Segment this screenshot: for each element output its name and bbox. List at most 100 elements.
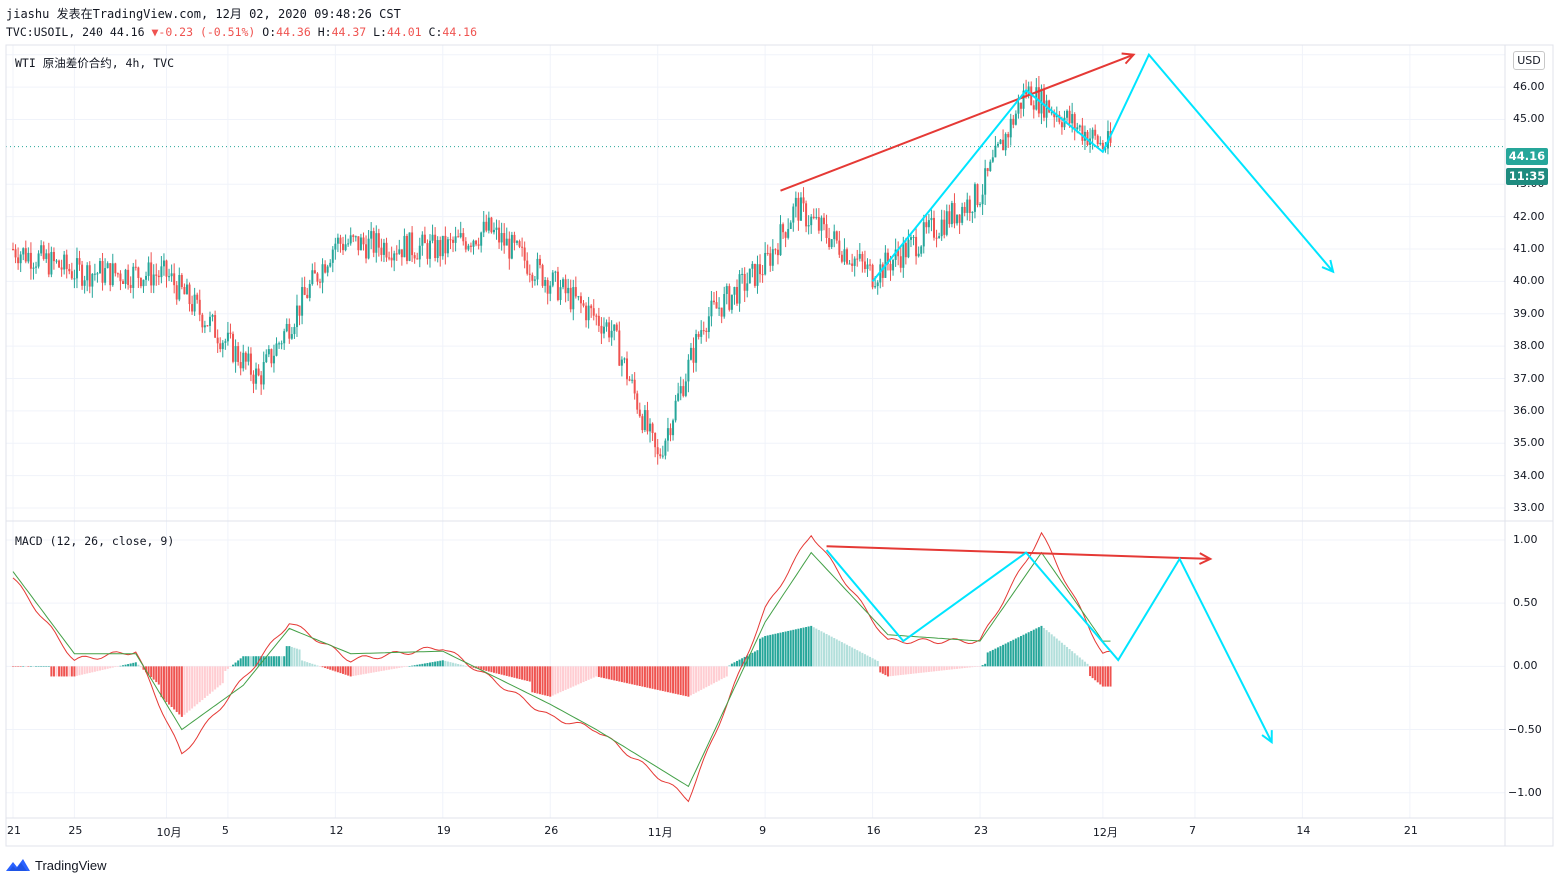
macd-hist-bar-282	[733, 662, 736, 667]
candle-body-47	[132, 266, 135, 288]
macd-hist-bar-285	[741, 658, 744, 667]
macd-hist-bar-194	[508, 666, 511, 677]
macd-hist-bar-16	[52, 666, 55, 677]
macd-hist-bar-11	[40, 666, 43, 667]
macd-hist-bar-166	[436, 661, 439, 667]
macd-hist-bar-245	[638, 666, 641, 686]
candle-body-350	[907, 239, 910, 258]
candle-body-259	[674, 400, 677, 421]
macd-hist-bar-238	[620, 666, 623, 683]
candle-body-87	[234, 346, 237, 362]
currency-button[interactable]: USD	[1513, 51, 1545, 70]
macd-hist-bar-370	[958, 666, 961, 669]
candle-body-75	[203, 325, 206, 328]
macd-hist-bar-408	[1055, 638, 1058, 667]
candle-body-423	[1094, 129, 1097, 136]
macd-hist-bar-131	[347, 666, 350, 676]
candle-body-263	[684, 381, 687, 396]
macd-hist-bar-385	[996, 647, 999, 667]
candle-body-318	[825, 224, 828, 239]
candle-body-18	[58, 260, 61, 268]
macd-hist-bar-352	[912, 666, 915, 674]
candle-body-130	[344, 244, 347, 251]
macd-hist-bar-122	[324, 666, 327, 669]
candle-body-26	[78, 258, 81, 265]
candle-body-24	[73, 278, 76, 280]
user-drawings[interactable]	[780, 52, 1335, 745]
candle-body-166	[436, 240, 439, 258]
macd-hist-bar-321	[833, 638, 836, 667]
macd-hist-bar-72	[196, 666, 199, 705]
candle-body-98	[262, 362, 265, 385]
candle-body-257	[669, 428, 672, 436]
candle-body-289	[751, 263, 754, 269]
macd-hist-bar-178	[467, 666, 470, 667]
macd-hist-bar-172	[452, 662, 455, 667]
macd-hist-bar-236	[615, 666, 618, 681]
candle-body-167	[439, 240, 442, 257]
macd-hist-bar-158	[416, 664, 419, 667]
candle-body-219	[572, 287, 575, 310]
candle-body-384	[994, 145, 997, 158]
macd-hist-bar-20	[63, 666, 66, 677]
candle-body-268	[697, 334, 700, 337]
macd-hist-bar-2	[17, 666, 20, 667]
macd-hist-bar-82	[221, 666, 224, 684]
macd-hist-bar-118	[313, 664, 316, 667]
macd-hist-bar-214	[559, 666, 562, 693]
macd-hist-bar-201	[526, 666, 529, 681]
candle-body-214	[559, 287, 562, 301]
macd-hist-bar-42	[119, 665, 122, 667]
candle-body-363	[940, 219, 943, 237]
macd-hist-bar-76	[206, 666, 209, 696]
macd-hist-bar-179	[469, 666, 472, 668]
candle-body-163	[429, 240, 432, 259]
macd-hist-bar-258	[672, 666, 675, 694]
macd-hist-bar-160	[421, 663, 424, 667]
macd-hist-bar-219	[572, 666, 575, 687]
macd-hist-bar-359	[930, 666, 933, 672]
candle-body-217	[567, 287, 570, 294]
candle-body-55	[152, 274, 155, 286]
candle-body-209	[546, 280, 549, 294]
macd-hist-bar-278	[723, 666, 726, 678]
macd-hist-bar-57	[157, 666, 160, 685]
tradingview-logo[interactable]: TradingView	[6, 856, 107, 874]
macd-hist-bar-336	[871, 658, 874, 667]
symbol[interactable]: TVC:USOIL	[6, 25, 69, 39]
candle-body-336	[871, 264, 874, 288]
macd-hist-bar-253	[659, 666, 662, 691]
macd-hist-bar-240	[626, 666, 628, 684]
candle-body-374	[968, 199, 971, 213]
macd-hist-bar-83	[224, 666, 227, 671]
candle-body-81	[219, 343, 222, 350]
candle-body-150	[395, 253, 398, 255]
candle-body-312	[810, 216, 813, 226]
candle-body-310	[805, 203, 808, 227]
macd-hist-bar-98	[262, 656, 265, 667]
macd-hist-bar-406	[1050, 634, 1053, 667]
macd-hist-bar-208	[544, 666, 547, 696]
macd-hist-bar-109	[290, 646, 293, 667]
macd-hist-bar-335	[869, 656, 872, 667]
macd-hist-bar-356	[922, 666, 925, 673]
macd-hist-bar-155	[408, 666, 411, 667]
candle-body-409	[1058, 114, 1061, 123]
macd-hist-bar-264	[687, 666, 690, 697]
candle-body-386	[999, 139, 1002, 144]
candle-body-114	[303, 287, 306, 295]
macd-hist-bar-105	[280, 656, 283, 667]
candle-body-415	[1073, 114, 1076, 130]
macd-hist-bar-112	[298, 649, 301, 667]
macd-hist-bar-27	[81, 666, 84, 675]
candle-body-39	[111, 263, 114, 286]
macd-projection-path	[825, 549, 1273, 743]
candle-body-51	[142, 279, 145, 287]
macd-hist-bar-7	[29, 666, 32, 667]
candle-body-158	[416, 258, 419, 260]
candle-body-270	[702, 330, 705, 332]
macd-hist-bar-395	[1022, 634, 1025, 667]
interval[interactable]: 240	[82, 25, 103, 39]
candle-body-220	[574, 287, 577, 297]
